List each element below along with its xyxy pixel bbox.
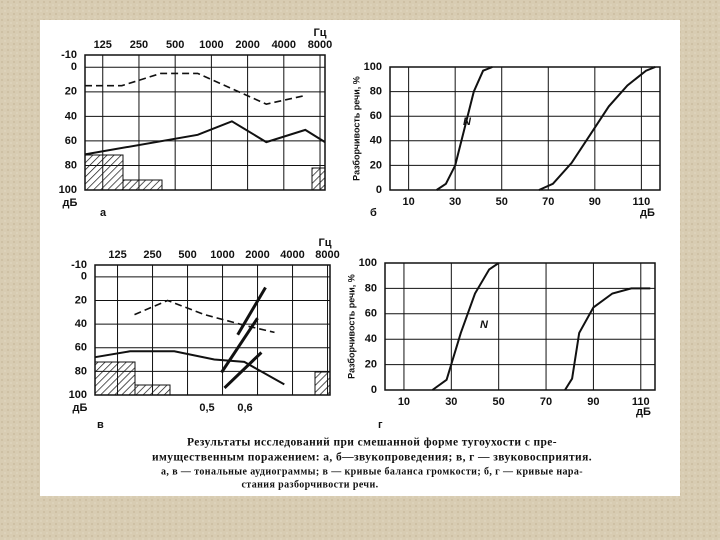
annotation: 0,5 [199,402,214,414]
y-tick-label: 40 [65,110,77,122]
hatched-area [122,179,163,191]
x-tick-label: 70 [542,196,554,208]
x-tick-label: 4000 [280,249,304,261]
curve [436,66,493,191]
x-tick-label: 1000 [199,39,223,51]
y-unit: дБ [63,197,78,209]
y-tick-label: 80 [75,365,87,377]
y-tick-label: 0 [376,184,382,196]
x-unit: дБ [636,406,651,418]
x-tick-label: 8000 [315,249,339,261]
y-tick-label: 60 [75,342,87,354]
caption-line: стания разборчивости речи. [241,479,378,490]
x-unit: дБ [640,207,655,219]
hatched-area [84,154,124,191]
x-tick-label: 90 [589,196,601,208]
x-tick-label: 110 [632,396,650,408]
caption-line: имущественным поражением: а, б—звукопров… [152,452,592,464]
y-tick-label: 80 [365,282,377,294]
x-tick-label: 250 [130,39,148,51]
x-tick-label: 110 [633,196,651,208]
caption-line: а, в — тональные аудиограммы; в — кривые… [161,466,583,477]
panel-label: г [378,419,383,431]
y-axis-label: Разборчивость речи, % [346,274,356,379]
curve [236,286,267,336]
annotation: 0,6 [237,402,252,414]
y-tick-label: 0 [81,271,87,283]
x-tick-label: 70 [540,396,552,408]
y-tick-label: 40 [365,333,377,345]
x-tick-label: 500 [166,39,184,51]
x-unit: Гц [319,237,332,249]
x-tick-label: 8000 [308,39,332,51]
y-tick-label: 80 [370,86,382,98]
x-tick-label: 50 [493,396,505,408]
y-tick-label: 0 [71,61,77,73]
y-tick-label: -10 [71,259,87,271]
x-tick-label: 250 [143,249,161,261]
curve [564,287,651,391]
x-tick-label: 10 [402,196,414,208]
y-tick-label: 20 [370,159,382,171]
curve [134,299,275,334]
annotation: N [480,319,489,331]
y-tick-label: -10 [61,49,77,61]
curve [431,262,500,391]
sheet [40,20,680,496]
y-tick-label: 60 [365,308,377,320]
x-tick-label: 30 [449,196,461,208]
x-tick-label: 50 [496,196,508,208]
x-tick-label: 125 [94,39,112,51]
x-tick-label: 125 [108,249,126,261]
hatched-area [311,167,326,191]
hatched-area [94,361,136,396]
x-tick-label: 500 [178,249,196,261]
y-unit: дБ [73,402,88,414]
panel-label: а [100,207,107,219]
caption-line: Результаты исследований при смешанной фо… [187,437,557,449]
curve [538,66,656,191]
curve [84,120,326,156]
y-tick-label: 20 [365,359,377,371]
panel-label: б [370,207,377,219]
x-tick-label: 2000 [245,249,269,261]
y-tick-label: 20 [65,86,77,98]
y-tick-label: 20 [75,294,87,306]
x-tick-label: 10 [398,396,410,408]
y-tick-label: 100 [359,257,377,269]
y-axis-label: Разборчивость речи, % [351,76,361,181]
x-tick-label: 30 [445,396,457,408]
annotation: N [463,116,472,128]
x-tick-label: 4000 [272,39,296,51]
curve [94,350,285,386]
y-tick-label: 40 [370,135,382,147]
panel-label: в [97,419,104,431]
y-tick-label: 40 [75,318,87,330]
curve [223,351,263,389]
x-tick-label: 90 [587,396,599,408]
y-tick-label: 60 [370,110,382,122]
x-tick-label: 2000 [235,39,259,51]
y-tick-label: 100 [59,184,77,196]
y-tick-label: 0 [371,384,377,396]
x-unit: Гц [314,27,327,39]
y-tick-label: 80 [65,159,77,171]
y-tick-label: 100 [364,61,382,73]
x-tick-label: 1000 [210,249,234,261]
curve [220,317,259,374]
y-tick-label: 60 [65,135,77,147]
y-tick-label: 100 [69,389,87,401]
